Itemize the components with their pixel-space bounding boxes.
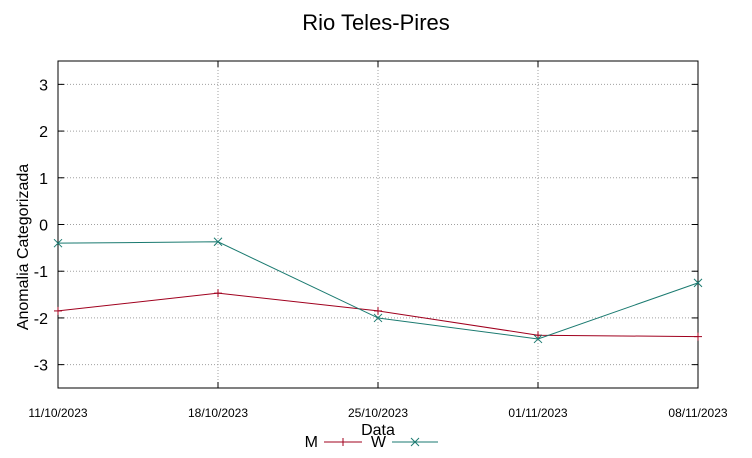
- data-point-marker: [533, 334, 543, 344]
- legend-item-W: W: [371, 434, 438, 451]
- x-tick-label: 08/11/2023: [668, 406, 727, 420]
- y-tick-label: -3: [34, 358, 48, 375]
- x-tick-label: 01/11/2023: [508, 406, 567, 420]
- series-M: [54, 289, 702, 341]
- chart-title: Rio Teles-Pires: [302, 10, 450, 35]
- y-tick-label: 3: [39, 77, 48, 94]
- y-tick-label: -1: [34, 264, 48, 281]
- x-axis: 11/10/2023 18/10/2023 25/10/2023 01/11/2023…: [28, 61, 728, 420]
- y-axis-label: Anomalia Categorizada: [15, 164, 32, 330]
- y-tick-label: 2: [39, 124, 48, 141]
- x-tick-label: 11/10/2023: [28, 406, 87, 420]
- y-axis: 3 2 1 0 -1 -2 -3: [34, 77, 698, 375]
- gridlines: [57, 61, 699, 388]
- x-tick-label: 18/10/2023: [188, 406, 248, 420]
- y-tick-label: -2: [34, 311, 48, 328]
- x-axis-label: Data: [361, 422, 395, 439]
- data-point-marker: [693, 278, 703, 288]
- data-point-marker: [213, 237, 223, 247]
- x-tick-label: 25/10/2023: [348, 406, 408, 420]
- y-tick-label: 1: [39, 171, 48, 188]
- legend-label: M: [305, 434, 318, 451]
- data-point-marker: [53, 238, 63, 248]
- series-W: [53, 237, 703, 344]
- y-tick-label: 0: [39, 218, 48, 235]
- legend-label: W: [371, 434, 387, 451]
- series-group: [53, 237, 703, 344]
- data-point-marker: [410, 437, 420, 447]
- legend-item-M: M: [305, 434, 362, 451]
- data-point-marker: [373, 313, 383, 323]
